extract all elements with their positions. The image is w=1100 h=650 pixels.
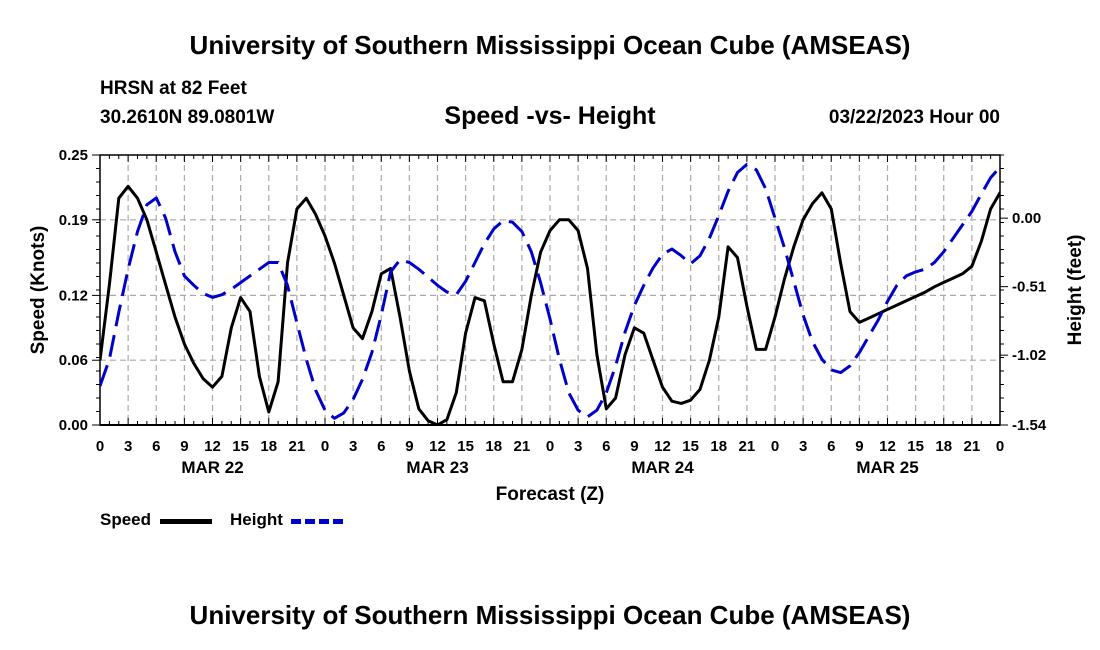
series-line-height xyxy=(100,162,1000,420)
x-tick-label: 6 xyxy=(602,438,610,455)
y-left-tick-label: 0.19 xyxy=(59,212,88,229)
x-tick-label: 0 xyxy=(96,438,104,455)
y-right-tick-label: -1.02 xyxy=(1012,347,1046,364)
chart-title: Speed -vs- Height xyxy=(444,102,656,130)
bottom-title: University of Southern Mississippi Ocean… xyxy=(189,600,911,630)
top-title: University of Southern Mississippi Ocean… xyxy=(189,30,911,60)
x-tick-label: 15 xyxy=(232,438,249,455)
x-tick-label: 18 xyxy=(935,438,952,455)
x-tick-label: 9 xyxy=(630,438,638,455)
x-tick-label: 3 xyxy=(799,438,807,455)
x-tick-label: 18 xyxy=(485,438,502,455)
x-tick-label: 0 xyxy=(996,438,1004,455)
x-tick-label: 21 xyxy=(514,438,531,455)
legend-speed-swatch xyxy=(160,519,212,524)
x-tick-label: 18 xyxy=(260,438,277,455)
x-tick-label: 3 xyxy=(349,438,357,455)
coordinates-label: 30.2610N 89.0801W xyxy=(100,107,275,128)
x-tick-label: 3 xyxy=(574,438,582,455)
x-tick-label: 6 xyxy=(152,438,160,455)
x-tick-label: 21 xyxy=(964,438,981,455)
x-tick-label: 12 xyxy=(429,438,446,455)
forecast-date: 03/22/2023 Hour 00 xyxy=(828,107,1000,128)
y-left-tick-label: 0.12 xyxy=(59,287,88,304)
x-tick-label: 6 xyxy=(377,438,385,455)
y-left-tick-label: 0.25 xyxy=(59,147,88,164)
y-right-axis-title: Height (feet) xyxy=(1065,235,1086,346)
legend-height-swatch xyxy=(291,519,343,524)
station-label: HRSN at 82 Feet xyxy=(100,78,247,99)
x-tick-label: 15 xyxy=(457,438,474,455)
y-right-tick-label: -0.51 xyxy=(1012,279,1046,296)
series-line-speed xyxy=(100,184,1000,425)
day-label: MAR 22 xyxy=(181,458,243,477)
x-tick-label: 15 xyxy=(682,438,699,455)
x-tick-label: 9 xyxy=(180,438,188,455)
x-tick-label: 6 xyxy=(827,438,835,455)
y-left-axis-title: Speed (Knots) xyxy=(28,226,49,355)
day-label: MAR 25 xyxy=(856,458,918,477)
y-left-tick-label: 0.06 xyxy=(59,352,88,369)
x-tick-label: 15 xyxy=(907,438,924,455)
x-tick-label: 9 xyxy=(405,438,413,455)
x-tick-label: 0 xyxy=(771,438,779,455)
x-tick-label: 18 xyxy=(710,438,727,455)
legend-height-label: Height xyxy=(230,510,283,529)
y-right-tick-label: 0.00 xyxy=(1012,210,1041,227)
day-label: MAR 24 xyxy=(631,458,694,477)
x-tick-label: 21 xyxy=(739,438,756,455)
x-tick-label: 12 xyxy=(654,438,671,455)
x-tick-label: 9 xyxy=(855,438,863,455)
x-tick-label: 12 xyxy=(879,438,896,455)
day-label: MAR 23 xyxy=(406,458,468,477)
legend-speed-label: Speed xyxy=(100,510,152,529)
x-tick-label: 12 xyxy=(204,438,221,455)
x-tick-label: 21 xyxy=(289,438,306,455)
y-left-tick-label: 0.00 xyxy=(59,417,88,434)
x-tick-label: 3 xyxy=(124,438,132,455)
y-right-tick-label: -1.54 xyxy=(1012,417,1047,434)
x-tick-label: 0 xyxy=(321,438,329,455)
x-tick-label: 0 xyxy=(546,438,554,455)
x-axis-title: Forecast (Z) xyxy=(496,484,605,505)
